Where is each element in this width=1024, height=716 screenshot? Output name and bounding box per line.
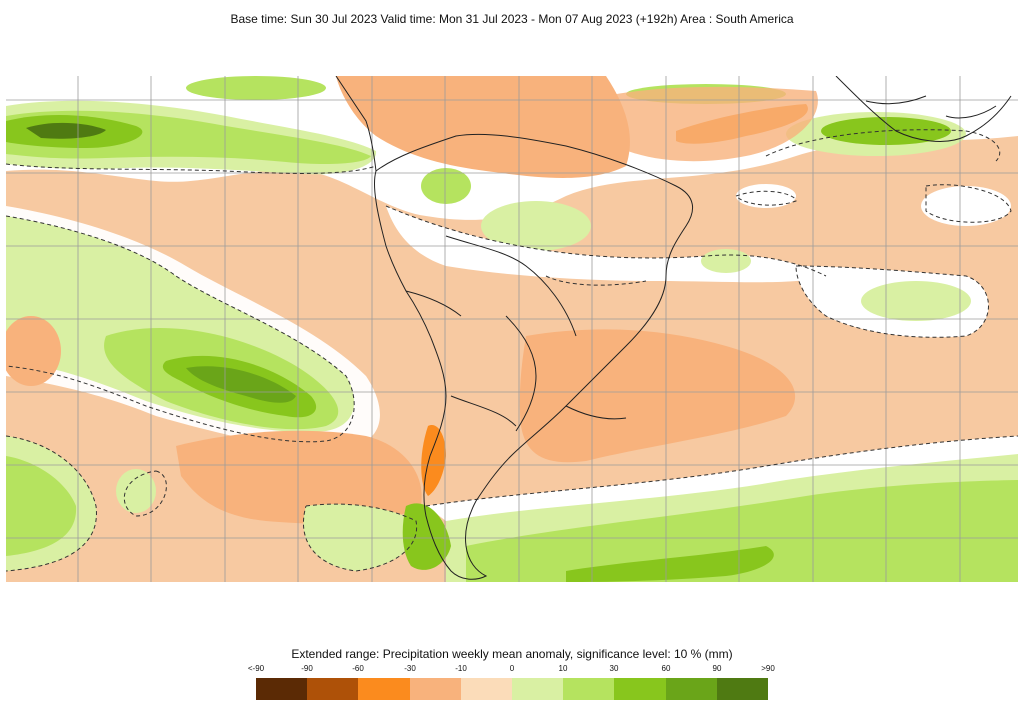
legend-swatch	[409, 678, 461, 700]
significance-contours	[6, 129, 1018, 572]
legend-swatch	[460, 678, 513, 700]
legend-label-neg60: -60	[352, 664, 364, 673]
legend-label-10: 10	[558, 664, 568, 673]
legend-swatch	[358, 678, 410, 700]
legend-label-lt-90: <-90	[247, 664, 265, 673]
dry-zone-chile	[421, 425, 446, 496]
lat-lon-grid	[6, 76, 1018, 582]
header-title: Base time: Sun 30 Jul 2023 Valid time: M…	[230, 12, 794, 26]
wet-patch-south-east	[566, 546, 774, 582]
wet-darkest-pacific	[186, 366, 296, 403]
near-zero-band-south	[426, 436, 1018, 521]
legend-swatch	[665, 678, 717, 700]
wet-patch-southwest-2	[116, 469, 156, 513]
dry-zone-northeast	[603, 86, 818, 162]
legend-title: Extended range: Precipitation weekly mea…	[291, 647, 733, 661]
legend-color-bar	[256, 678, 769, 700]
legend-label-90: 90	[712, 664, 722, 673]
legend-swatch	[307, 678, 359, 700]
wet-blob-north-1	[186, 76, 326, 100]
dry-patch-west	[6, 316, 61, 386]
legend-label-neg90: -90	[301, 664, 313, 673]
dry-zone-southwest	[176, 430, 422, 524]
wet-core-south	[466, 480, 1018, 582]
legend-labels: <-90 -90 -60 -30 -10 0 10 30 60 90 >90	[248, 664, 775, 676]
wet-patch-east	[861, 281, 971, 321]
wet-zone-colombia	[421, 168, 471, 204]
legend-label-gt90: >90	[761, 664, 775, 673]
legend-swatch	[614, 678, 666, 700]
legend-swatch	[716, 678, 769, 700]
wet-zone-south-pacific	[303, 504, 417, 571]
wet-zone-amazon	[481, 201, 591, 251]
legend-swatch	[563, 678, 615, 700]
legend-label-30: 30	[609, 664, 619, 673]
precipitation-anomaly-map	[6, 76, 1018, 582]
dry-zone-southeast-brazil	[519, 329, 796, 463]
legend-swatch	[256, 678, 308, 700]
wet-darkest-northwest	[26, 122, 106, 139]
south-america-outline	[374, 133, 694, 580]
near-zero-patch-northeast-2	[736, 184, 796, 208]
legend-swatch	[512, 678, 564, 700]
legend-label-neg30: -30	[404, 664, 416, 673]
near-zero-patch-far-east	[921, 186, 1011, 226]
legend-label-0: 0	[509, 664, 515, 673]
wet-core-southwest	[6, 456, 77, 556]
legend-label-60: 60	[661, 664, 671, 673]
central-america-outline	[335, 76, 1012, 172]
map-canvas	[6, 76, 1018, 582]
legend-label-neg10: -10	[455, 664, 467, 673]
wet-patch-east-2	[701, 249, 751, 273]
